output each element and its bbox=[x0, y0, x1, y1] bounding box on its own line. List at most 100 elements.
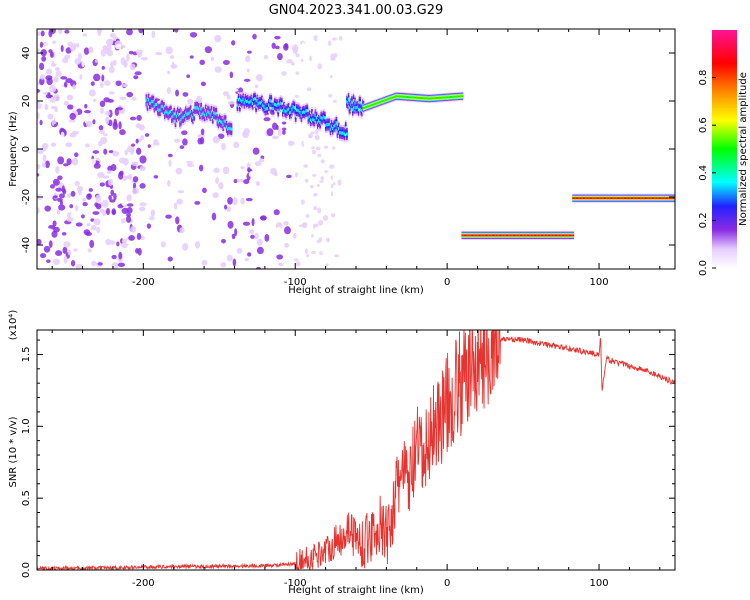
noise-speck bbox=[315, 146, 321, 151]
track-cell bbox=[213, 111, 215, 115]
colorbar-tick-label: 0.8 bbox=[698, 70, 709, 86]
track-cell bbox=[619, 197, 621, 200]
noise-speck bbox=[81, 214, 85, 219]
noise-speck bbox=[37, 31, 42, 36]
noise-speck bbox=[50, 142, 57, 147]
noise-speck bbox=[139, 183, 146, 189]
track-cell bbox=[369, 104, 372, 107]
noise-speck bbox=[165, 214, 172, 219]
noise-speck bbox=[93, 98, 97, 103]
noise-speck bbox=[89, 239, 95, 249]
noise-speck bbox=[200, 81, 206, 87]
noise-speck bbox=[264, 233, 270, 242]
noise-speck bbox=[93, 128, 100, 135]
track-cell bbox=[276, 103, 278, 107]
noise-speck bbox=[270, 167, 277, 175]
track-cell bbox=[346, 132, 348, 136]
noise-speck bbox=[152, 142, 160, 146]
track-cell bbox=[248, 100, 251, 105]
noise-speck bbox=[111, 254, 117, 260]
noise-speck bbox=[90, 81, 95, 86]
track-cell bbox=[462, 234, 465, 237]
track-cell bbox=[298, 109, 301, 113]
track-cell bbox=[320, 115, 323, 120]
noise-speck bbox=[271, 122, 278, 130]
track-cell bbox=[396, 95, 399, 98]
track-cell bbox=[647, 197, 649, 200]
track-cell bbox=[161, 104, 164, 109]
track-cell bbox=[268, 103, 270, 107]
noise-speck bbox=[222, 90, 229, 97]
noise-speck bbox=[59, 123, 67, 128]
noise-speck bbox=[232, 88, 239, 92]
noise-speck bbox=[304, 248, 309, 254]
track-cell bbox=[506, 234, 509, 237]
noise-speck bbox=[260, 155, 265, 160]
track-cell bbox=[575, 197, 578, 200]
track-cell bbox=[341, 131, 344, 135]
track-cell bbox=[335, 121, 338, 125]
noise-speck bbox=[262, 32, 270, 41]
track-cell bbox=[382, 100, 385, 102]
noise-speck bbox=[174, 29, 179, 33]
track-cell bbox=[197, 107, 200, 111]
noise-speck bbox=[45, 94, 52, 99]
track-cell bbox=[477, 234, 480, 237]
track-cell bbox=[543, 234, 545, 237]
track-cell bbox=[294, 114, 297, 118]
track-cell bbox=[223, 119, 226, 123]
track-cell bbox=[355, 106, 357, 110]
noise-speck bbox=[70, 44, 76, 52]
track-cell bbox=[337, 127, 340, 131]
track-cell bbox=[204, 109, 207, 113]
noise-speck bbox=[235, 68, 240, 72]
track-cell bbox=[280, 102, 283, 106]
noise-speck bbox=[182, 243, 189, 251]
track-cell bbox=[343, 132, 346, 136]
noise-speck bbox=[189, 260, 194, 267]
noise-speck bbox=[100, 107, 104, 115]
noise-speck bbox=[123, 158, 129, 166]
noise-speck bbox=[71, 130, 79, 135]
noise-speck bbox=[84, 109, 91, 114]
track-cell bbox=[595, 197, 598, 200]
noise-speck bbox=[199, 59, 206, 66]
noise-speck bbox=[146, 45, 154, 50]
track-cell bbox=[519, 234, 522, 237]
track-cell bbox=[515, 234, 517, 237]
track-cell bbox=[412, 96, 415, 99]
track-cell bbox=[301, 110, 304, 115]
noise-speck bbox=[242, 221, 251, 226]
noise-speck bbox=[330, 191, 334, 197]
noise-speck bbox=[130, 226, 137, 233]
track-cell bbox=[166, 110, 169, 114]
noise-speck bbox=[320, 159, 325, 164]
noise-speck bbox=[111, 208, 116, 216]
track-cell bbox=[448, 96, 451, 99]
track-cell bbox=[551, 234, 554, 237]
noise-speck bbox=[232, 197, 238, 206]
track-cell bbox=[202, 111, 205, 115]
noise-speck bbox=[121, 83, 129, 88]
noise-speck bbox=[328, 93, 333, 98]
track-cell bbox=[509, 234, 512, 237]
track-cell bbox=[510, 234, 513, 237]
track-cell bbox=[558, 234, 561, 237]
track-cell bbox=[461, 234, 464, 237]
track-cell bbox=[545, 234, 548, 237]
track-cell bbox=[256, 99, 259, 103]
track-cell bbox=[464, 234, 467, 237]
track-cell bbox=[454, 95, 457, 98]
noise-speck bbox=[256, 238, 263, 246]
noise-speck bbox=[126, 213, 132, 217]
noise-speck bbox=[39, 253, 47, 259]
track-cell bbox=[437, 96, 439, 99]
noise-speck bbox=[324, 170, 329, 173]
track-cell bbox=[352, 108, 354, 112]
track-cell bbox=[580, 197, 583, 200]
noise-speck bbox=[329, 74, 333, 79]
track-cell bbox=[252, 97, 255, 101]
colorbar-tick-label: 0.4 bbox=[698, 165, 709, 181]
noise-speck bbox=[57, 156, 65, 165]
track-cell bbox=[208, 110, 211, 115]
